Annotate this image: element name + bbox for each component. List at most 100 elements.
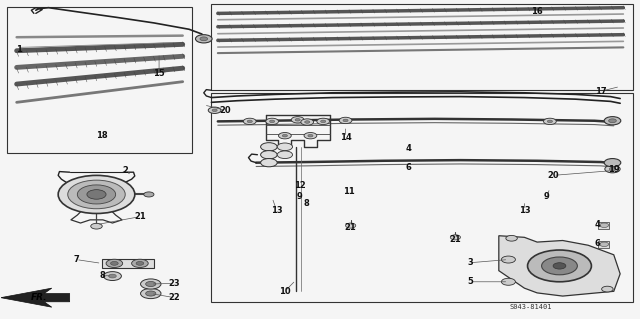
Circle shape bbox=[506, 235, 517, 241]
Text: 15: 15 bbox=[153, 69, 165, 78]
Text: 5: 5 bbox=[467, 277, 473, 286]
Circle shape bbox=[277, 143, 292, 151]
Circle shape bbox=[104, 271, 122, 280]
Circle shape bbox=[277, 151, 292, 159]
Text: 8: 8 bbox=[100, 271, 106, 280]
Text: 17: 17 bbox=[595, 87, 607, 96]
Circle shape bbox=[200, 37, 207, 41]
Circle shape bbox=[609, 119, 616, 123]
Text: 16: 16 bbox=[531, 7, 543, 16]
Circle shape bbox=[305, 121, 310, 123]
Circle shape bbox=[343, 119, 348, 122]
Circle shape bbox=[278, 132, 291, 139]
Text: 18: 18 bbox=[96, 131, 108, 140]
Circle shape bbox=[295, 119, 300, 121]
Polygon shape bbox=[499, 236, 620, 296]
Circle shape bbox=[308, 134, 313, 137]
Circle shape bbox=[146, 291, 156, 296]
Text: 11: 11 bbox=[343, 187, 355, 196]
Circle shape bbox=[269, 120, 275, 123]
Circle shape bbox=[212, 109, 217, 112]
Text: 19: 19 bbox=[608, 165, 620, 174]
Bar bbox=[598, 222, 609, 229]
Text: FR.: FR. bbox=[31, 293, 47, 302]
Text: 12: 12 bbox=[294, 181, 305, 190]
Circle shape bbox=[501, 278, 515, 285]
Circle shape bbox=[109, 274, 116, 278]
Text: 1: 1 bbox=[15, 45, 22, 55]
Circle shape bbox=[600, 223, 609, 227]
Circle shape bbox=[291, 117, 304, 123]
Text: 4: 4 bbox=[405, 144, 411, 153]
Bar bbox=[211, 4, 633, 90]
Circle shape bbox=[87, 190, 106, 199]
Circle shape bbox=[111, 262, 118, 265]
Circle shape bbox=[602, 286, 613, 292]
Text: 13: 13 bbox=[271, 206, 282, 215]
Text: 13: 13 bbox=[518, 206, 530, 215]
Circle shape bbox=[282, 134, 287, 137]
Text: 9: 9 bbox=[297, 192, 303, 202]
Circle shape bbox=[346, 223, 356, 228]
Text: 4: 4 bbox=[595, 220, 601, 229]
Circle shape bbox=[136, 262, 144, 265]
Circle shape bbox=[604, 159, 621, 167]
Text: 9: 9 bbox=[544, 192, 550, 202]
Circle shape bbox=[600, 242, 609, 247]
Circle shape bbox=[604, 117, 621, 125]
Text: 2: 2 bbox=[122, 166, 128, 175]
Circle shape bbox=[243, 118, 256, 124]
Circle shape bbox=[304, 132, 317, 139]
Circle shape bbox=[321, 120, 326, 123]
Text: 20: 20 bbox=[220, 106, 231, 115]
Circle shape bbox=[132, 259, 148, 268]
Text: 10: 10 bbox=[279, 287, 291, 296]
Text: 21: 21 bbox=[449, 235, 461, 244]
Text: 8: 8 bbox=[303, 199, 309, 208]
Bar bbox=[7, 7, 192, 153]
Circle shape bbox=[547, 120, 552, 123]
Text: 6: 6 bbox=[405, 163, 411, 172]
Circle shape bbox=[195, 35, 212, 43]
Bar bbox=[265, 145, 273, 152]
Bar bbox=[265, 155, 273, 161]
Circle shape bbox=[609, 167, 616, 171]
Circle shape bbox=[208, 107, 221, 114]
Circle shape bbox=[77, 185, 116, 204]
Text: 3: 3 bbox=[467, 258, 473, 267]
Circle shape bbox=[317, 118, 330, 124]
Circle shape bbox=[260, 159, 277, 167]
Circle shape bbox=[553, 263, 566, 269]
Circle shape bbox=[527, 250, 591, 282]
Circle shape bbox=[541, 257, 577, 275]
Circle shape bbox=[260, 143, 277, 151]
Circle shape bbox=[451, 235, 461, 240]
Circle shape bbox=[266, 118, 278, 124]
Text: 7: 7 bbox=[73, 255, 79, 264]
Circle shape bbox=[260, 151, 277, 159]
Circle shape bbox=[146, 281, 156, 286]
Circle shape bbox=[141, 288, 161, 299]
Text: 6: 6 bbox=[595, 239, 601, 248]
Circle shape bbox=[247, 120, 252, 123]
Circle shape bbox=[68, 180, 125, 209]
Circle shape bbox=[144, 192, 154, 197]
Circle shape bbox=[301, 119, 314, 125]
Circle shape bbox=[58, 175, 135, 213]
Text: 14: 14 bbox=[340, 133, 351, 142]
Polygon shape bbox=[102, 259, 154, 268]
Bar bbox=[598, 241, 609, 248]
Bar bbox=[211, 93, 633, 302]
Circle shape bbox=[339, 117, 352, 123]
Circle shape bbox=[605, 165, 620, 173]
Text: 23: 23 bbox=[168, 279, 180, 288]
Text: S043-81401: S043-81401 bbox=[509, 304, 552, 310]
Circle shape bbox=[141, 279, 161, 289]
Circle shape bbox=[501, 256, 515, 263]
Text: 22: 22 bbox=[168, 293, 180, 302]
Circle shape bbox=[106, 259, 123, 268]
Text: 21: 21 bbox=[134, 212, 146, 221]
Circle shape bbox=[91, 223, 102, 229]
Polygon shape bbox=[1, 288, 70, 307]
Text: 21: 21 bbox=[345, 223, 356, 232]
